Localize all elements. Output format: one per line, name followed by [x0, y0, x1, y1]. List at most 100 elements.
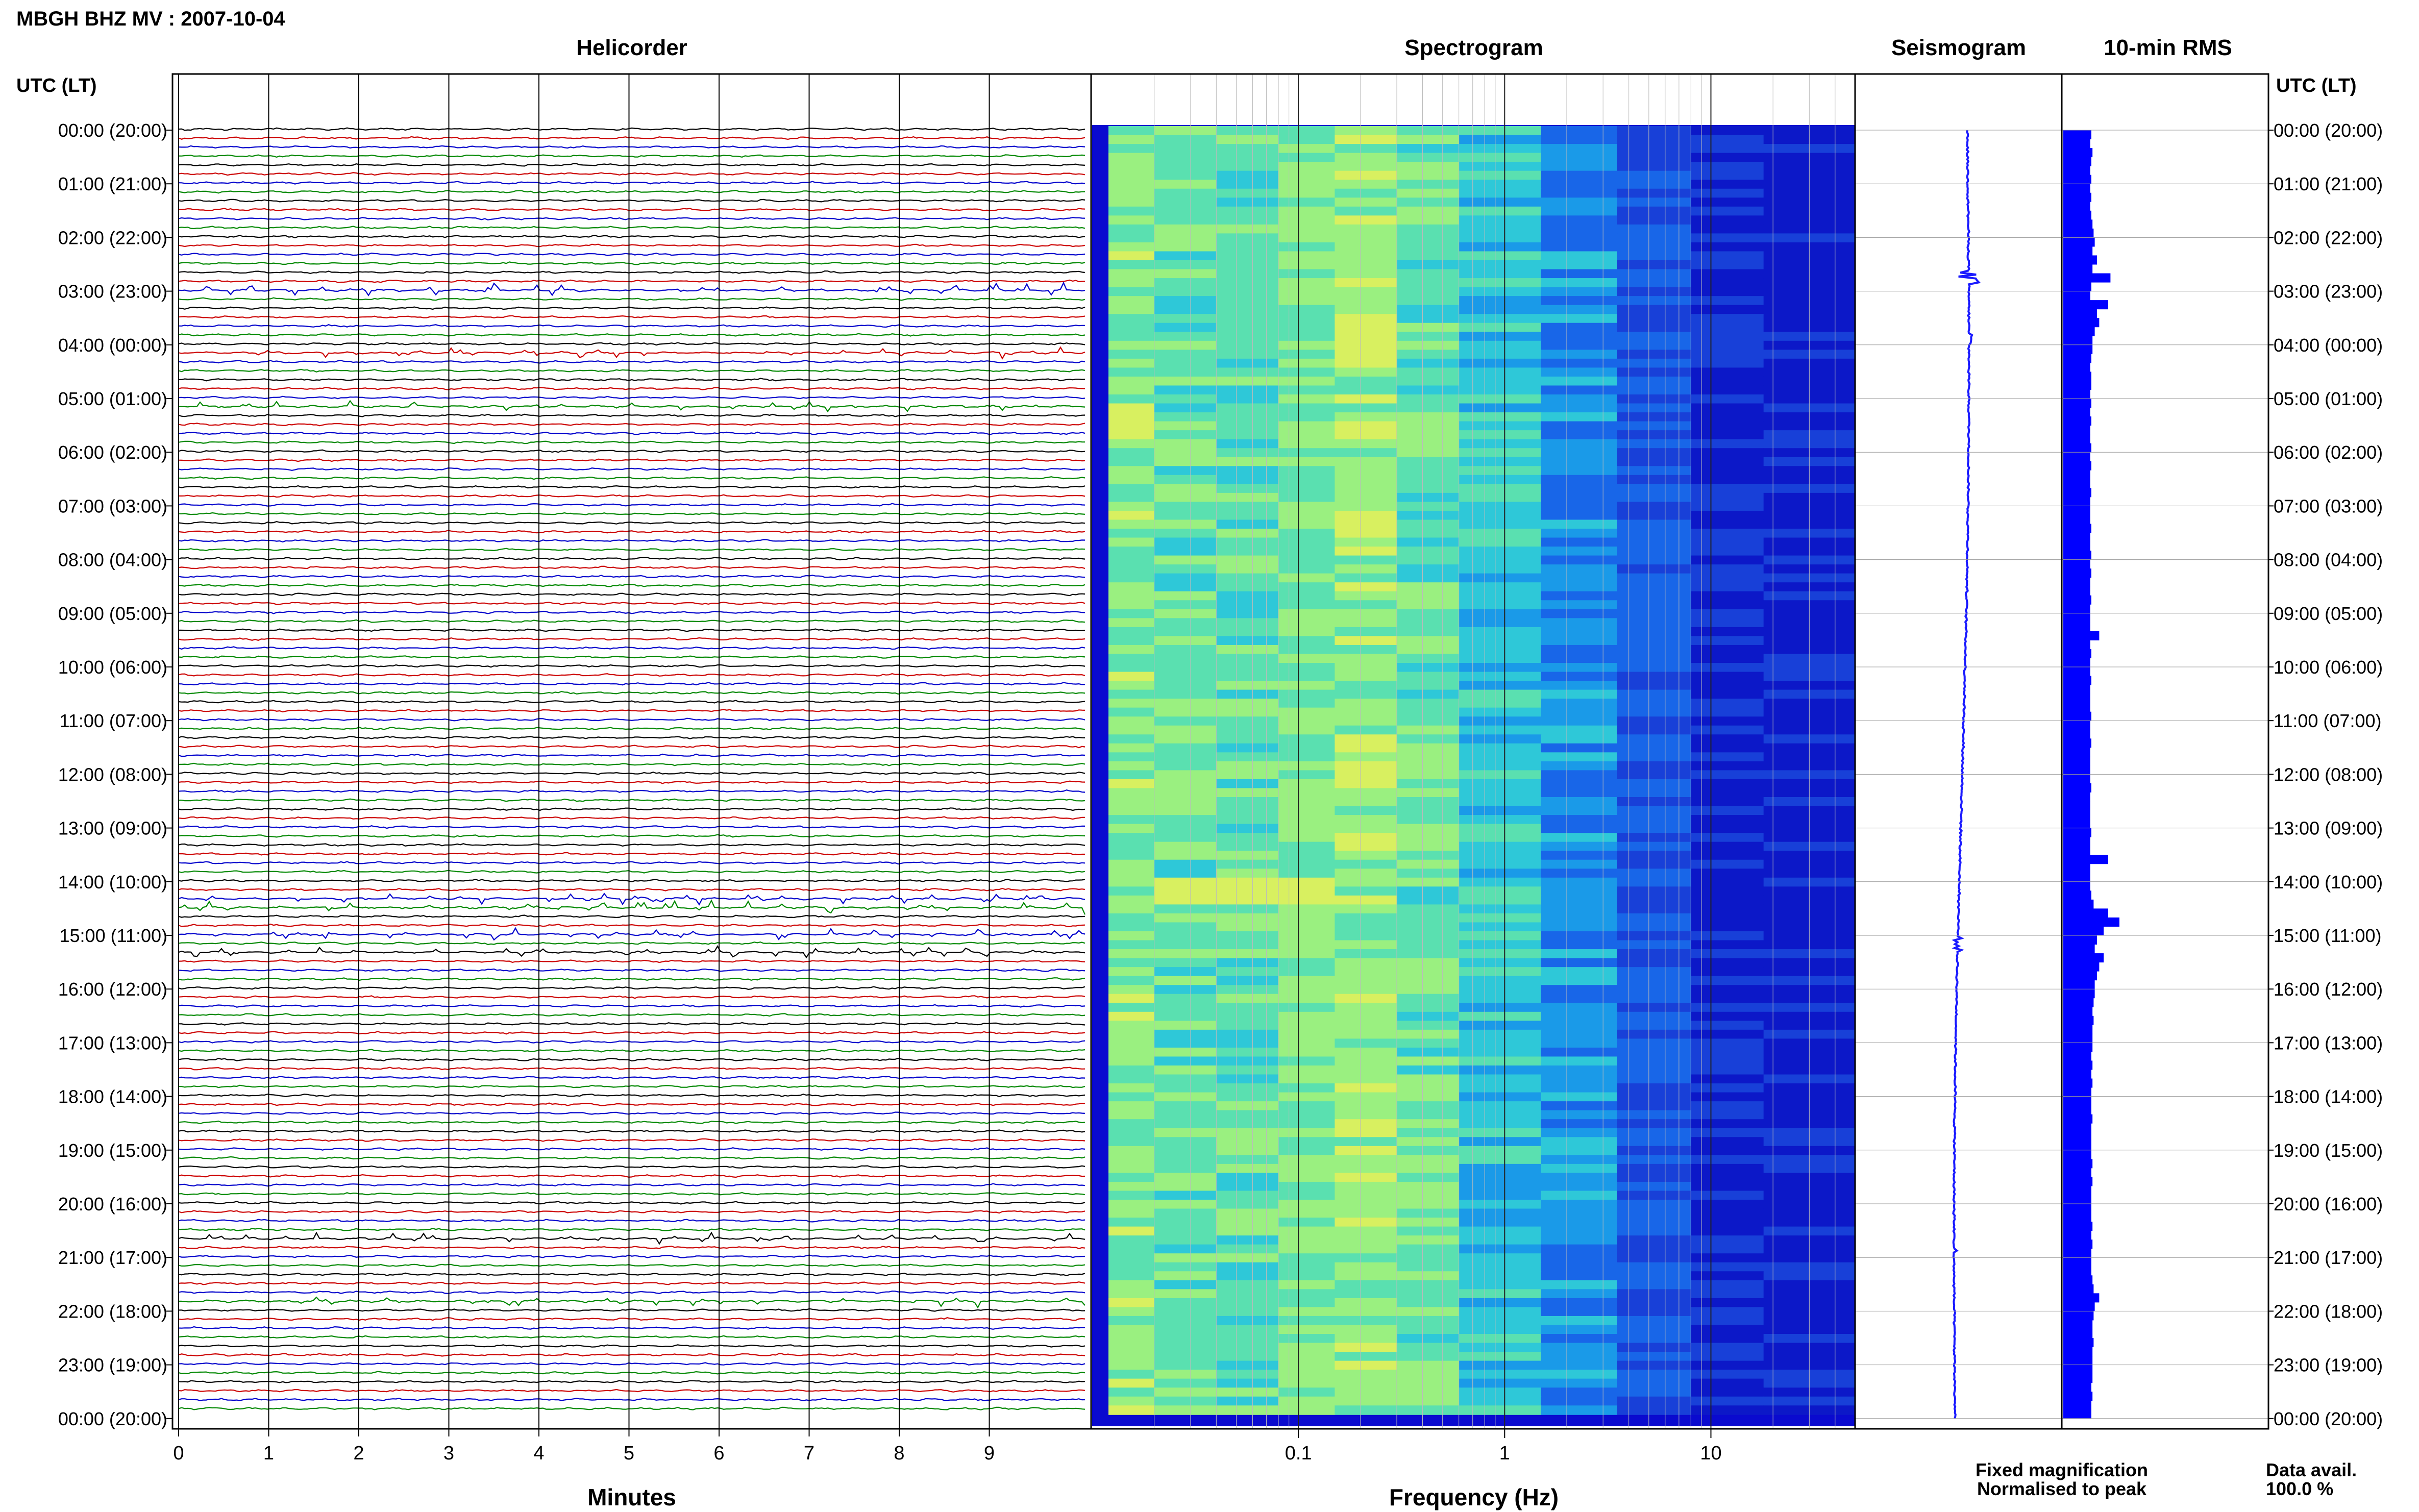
- spectrogram-cell: [1154, 278, 1217, 288]
- time-tick-label-left: 00:00 (20:00): [58, 1408, 167, 1429]
- spectrogram-cell: [1397, 761, 1460, 771]
- helicorder-trace: [178, 673, 1085, 677]
- spectrogram-cell: [1617, 1146, 1692, 1156]
- spectrogram-cell: [1397, 815, 1460, 825]
- spectrogram-cell: [1154, 913, 1217, 923]
- spectrogram-cell: [1108, 350, 1155, 359]
- rms-bar: [2063, 1150, 2091, 1159]
- spectrogram-cell: [1335, 421, 1398, 431]
- spectrogram-cell: [1154, 555, 1217, 565]
- spectrogram-cell: [1335, 1074, 1398, 1084]
- spectrogram-cell: [1278, 1101, 1336, 1111]
- spectrogram-cell: [1278, 430, 1336, 440]
- spectrogram-cell: [1541, 1119, 1618, 1129]
- spectrogram-cell: [1691, 448, 1764, 458]
- rms-bar: [2063, 407, 2090, 417]
- spectrogram-cell: [1335, 654, 1398, 663]
- rms-bar: [2063, 1078, 2093, 1088]
- spectrogram-cell: [1108, 815, 1155, 825]
- spectrogram-cell: [1335, 529, 1398, 538]
- spectrogram-cell: [1459, 913, 1542, 923]
- spectrogram-cell: [1617, 340, 1692, 351]
- spectrogram-cell: [1335, 1343, 1398, 1353]
- helicorder-trace: [178, 959, 1085, 963]
- spectrogram-cell: [1278, 1146, 1336, 1156]
- spectrogram-cell: [1278, 260, 1336, 270]
- spectrogram-cell: [1278, 1316, 1336, 1326]
- spectrogram-cell: [1459, 430, 1542, 440]
- spectrogram-cell: [1397, 1181, 1460, 1192]
- spectrogram-cell: [1691, 967, 1764, 977]
- spectrogram-cell: [1691, 126, 1764, 136]
- spectrogram-cell: [1335, 940, 1398, 950]
- spectrogram-cell: [1541, 591, 1618, 601]
- spectrogram-cell: [1335, 1387, 1398, 1397]
- spectrogram-cell: [1278, 761, 1336, 771]
- spectrogram-cell: [1459, 367, 1542, 377]
- spectrogram-cell: [1154, 519, 1217, 529]
- spectrogram-cell: [1278, 770, 1336, 780]
- helicorder-trace: [178, 834, 1085, 838]
- spectrogram-cell: [1335, 305, 1398, 315]
- spectrogram-cell: [1617, 1298, 1692, 1308]
- spectrogram-cell: [1278, 1092, 1336, 1102]
- spectrogram-cell: [1108, 1244, 1155, 1254]
- helicorder-trace: [178, 879, 1085, 883]
- spectrogram-cell: [1691, 296, 1764, 306]
- spectrogram-cell: [1154, 1191, 1217, 1200]
- helicorder-trace: [178, 189, 1085, 194]
- helicorder-trace: [178, 386, 1085, 391]
- rms-bar: [2063, 1051, 2091, 1061]
- spectrogram-cell: [1216, 394, 1279, 404]
- spectrogram-cell: [1617, 251, 1692, 261]
- spectrogram-cell: [1335, 877, 1398, 887]
- rms-bar: [2063, 1177, 2093, 1186]
- spectrogram-cell: [1154, 573, 1217, 583]
- rms-bar: [2063, 344, 2093, 354]
- spectrogram-cell: [1397, 1208, 1460, 1219]
- spectrogram-cell: [1278, 1280, 1336, 1290]
- spectrogram-cell: [1278, 1110, 1336, 1120]
- spectrogram-cell: [1154, 1181, 1217, 1192]
- spectrogram-cell: [1154, 940, 1217, 950]
- rms-bar: [2063, 1293, 2100, 1303]
- spectrogram-cell: [1154, 672, 1217, 682]
- helicorder-trace: [178, 136, 1085, 140]
- spectrogram-cell: [1108, 206, 1155, 216]
- spectrogram-cell: [1335, 886, 1398, 896]
- time-tick-label-right: 14:00 (10:00): [2274, 872, 2383, 893]
- spectrogram-cell: [1278, 1200, 1336, 1209]
- spectrogram-cell: [1154, 859, 1217, 870]
- spectrogram-cell: [1459, 1325, 1542, 1334]
- spectrogram-cell: [1335, 376, 1398, 386]
- spectrogram-cell: [1397, 877, 1460, 887]
- time-tick-label-left: 12:00 (08:00): [58, 764, 167, 785]
- spectrogram-cell: [1397, 949, 1460, 959]
- spectrogram-cell: [1541, 681, 1618, 690]
- spectrogram-cell: [1108, 466, 1155, 476]
- frequency-tick-label: 10: [1700, 1443, 1721, 1464]
- rms-bar: [2063, 810, 2090, 820]
- spectrogram-cell: [1108, 188, 1155, 199]
- rms-bar: [2063, 1311, 2094, 1321]
- spectrogram-cell: [1335, 1289, 1398, 1299]
- spectrogram-cell: [1617, 618, 1692, 628]
- helicorder-trace: [178, 655, 1085, 659]
- spectrogram-cell: [1397, 618, 1460, 628]
- spectrogram-cell: [1691, 144, 1764, 154]
- spectrogram-cell: [1108, 1101, 1155, 1111]
- rms-bar: [2063, 1141, 2091, 1151]
- spectrogram-cell: [1459, 1360, 1542, 1371]
- spectrogram-cell: [1216, 949, 1279, 959]
- spectrogram-cell: [1541, 1200, 1618, 1209]
- spectrogram-cell: [1216, 367, 1279, 377]
- spectrogram-cell: [1108, 144, 1155, 154]
- rms-bar: [2063, 1204, 2091, 1213]
- spectrogram-cell: [1541, 394, 1618, 404]
- spectrogram-cell: [1691, 627, 1764, 637]
- spectrogram-cell: [1459, 851, 1542, 860]
- spectrogram-cell: [1617, 1334, 1692, 1344]
- spectrogram-cell: [1397, 1092, 1460, 1102]
- helicorder-trace: [178, 700, 1085, 704]
- rms-bar: [2063, 1070, 2091, 1079]
